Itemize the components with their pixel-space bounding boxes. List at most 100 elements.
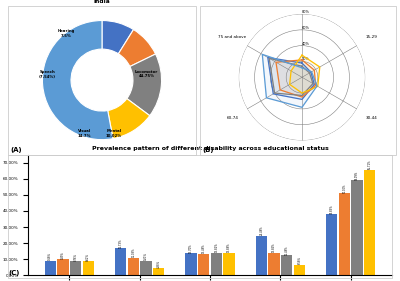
Polygon shape [262, 54, 317, 107]
Legend: Hearing, Speech, Visual, Mental, Locomotor: Hearing, Speech, Visual, Mental, Locomot… [51, 162, 153, 168]
Speech [313, 83, 318, 87]
Hearing [265, 56, 270, 59]
Visual [300, 94, 304, 97]
Hearing [271, 92, 276, 96]
Speech [312, 69, 317, 72]
Locomotor [300, 66, 304, 69]
Text: 24.49%: 24.49% [259, 226, 263, 235]
Text: 8.76%: 8.76% [74, 253, 78, 260]
Speech [278, 88, 282, 92]
Bar [326, 214, 338, 275]
Bar [128, 257, 139, 275]
Text: 9.89%: 9.89% [61, 251, 65, 259]
Bar [153, 268, 164, 275]
Polygon shape [269, 58, 313, 96]
Text: 9.18%: 9.18% [48, 252, 52, 260]
Text: 59.09%: 59.09% [355, 170, 359, 180]
Text: 13.89%: 13.89% [227, 243, 231, 252]
Line: Speech: Speech [276, 60, 316, 97]
Polygon shape [276, 60, 316, 97]
Text: 13.70%: 13.70% [189, 243, 193, 253]
Text: 8.62%: 8.62% [86, 253, 90, 261]
Mental [300, 53, 304, 57]
Visual [300, 65, 304, 68]
Hearing [300, 61, 304, 65]
Bar [198, 254, 209, 275]
Bar [57, 259, 69, 275]
Visual [300, 65, 304, 68]
Line: Mental: Mental [290, 55, 320, 93]
Bar [82, 262, 94, 275]
Locomotor [260, 53, 265, 56]
Mental [300, 53, 304, 57]
Bar [44, 260, 56, 275]
Hearing [300, 98, 304, 101]
Speech [274, 61, 278, 64]
Bar [281, 255, 292, 275]
Wedge shape [42, 21, 113, 140]
Text: 9.21%: 9.21% [144, 252, 148, 260]
Bar [339, 193, 350, 275]
Locomotor [315, 84, 320, 88]
Bar [256, 236, 267, 275]
Wedge shape [102, 21, 134, 54]
Text: 4.38%: 4.38% [157, 260, 161, 268]
Bar [364, 169, 376, 275]
Bar [140, 260, 152, 275]
Speech [300, 58, 304, 62]
Visual [272, 91, 277, 95]
Wedge shape [108, 99, 150, 139]
Text: Speech
(7.54%): Speech (7.54%) [39, 70, 56, 78]
Wedge shape [127, 54, 162, 116]
Mental [289, 69, 294, 73]
Bar [223, 253, 235, 275]
Speech [300, 95, 304, 99]
Bar [211, 253, 222, 275]
Text: (C): (C) [8, 270, 19, 277]
Polygon shape [290, 55, 320, 93]
Line: Hearing: Hearing [268, 58, 314, 99]
Bar [115, 248, 126, 275]
Text: Hearing
7.5%: Hearing 7.5% [58, 29, 75, 38]
Locomotor [264, 96, 269, 99]
Text: 51.00%: 51.00% [342, 183, 346, 192]
Line: Locomotor: Locomotor [262, 54, 317, 107]
Locomotor [309, 70, 314, 73]
Text: 11.08%: 11.08% [131, 247, 135, 257]
Text: 13.49%: 13.49% [202, 244, 206, 253]
Text: Mental
10.02%: Mental 10.02% [106, 129, 122, 138]
Text: 6.58%: 6.58% [297, 256, 301, 264]
Visual [310, 82, 315, 85]
Hearing [300, 61, 304, 65]
Text: 12.49%: 12.49% [285, 245, 289, 255]
Bar [70, 261, 81, 275]
Wedge shape [118, 30, 156, 67]
Text: Visual
14.7%: Visual 14.7% [77, 129, 91, 138]
Text: 65.71%: 65.71% [368, 159, 372, 169]
Hearing [312, 83, 317, 86]
Mental [300, 91, 304, 95]
Text: (A): (A) [10, 147, 22, 153]
Line: Visual: Visual [269, 58, 313, 96]
Visual [267, 57, 272, 60]
Text: 16.73%: 16.73% [119, 238, 123, 248]
Text: 13.82%: 13.82% [214, 243, 218, 252]
Speech [300, 58, 304, 62]
Text: 13.86%: 13.86% [272, 243, 276, 252]
Mental [317, 65, 322, 69]
Polygon shape [268, 58, 314, 99]
Mental [315, 85, 320, 88]
Text: Locomotor
44.75%: Locomotor 44.75% [135, 70, 158, 78]
Bar [351, 180, 363, 275]
Bar [185, 253, 197, 275]
Hearing [308, 71, 313, 74]
Visual [307, 71, 312, 75]
Locomotor [300, 66, 304, 69]
Title: Doughnut chart for prevalence of different disability in
India: Doughnut chart for prevalence of differe… [10, 0, 194, 4]
Mental [287, 83, 292, 86]
Text: (B): (B) [202, 147, 214, 153]
Bar [268, 253, 280, 275]
Locomotor [300, 106, 304, 109]
Title: Prevalence pattern of different disability across educational status: Prevalence pattern of different disabili… [92, 146, 328, 151]
Bar [294, 265, 305, 275]
